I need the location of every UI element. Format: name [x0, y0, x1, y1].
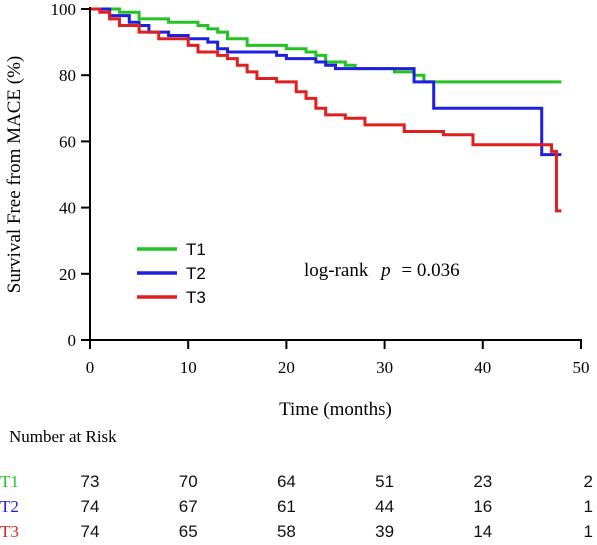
risk-table: T1 73 70 64 51 23 2 T2 74 67 61 44 16 1 T3 74 65 58 39 14 1 — [0, 472, 593, 541]
x-tick-label: 50 — [573, 358, 590, 377]
series-line-t1 — [90, 7, 562, 84]
x-tick-label: 20 — [278, 358, 295, 377]
risk-count: 44 — [375, 497, 394, 516]
risk-row-label-t3: T3 — [0, 522, 19, 541]
risk-table-title: Number at Risk — [9, 427, 117, 446]
series-line-t3 — [90, 7, 562, 213]
y-tick-label: 80 — [59, 66, 76, 85]
risk-count: 1 — [584, 497, 593, 516]
survival-curves — [90, 7, 562, 213]
x-tick-label: 0 — [86, 358, 95, 377]
risk-count: 74 — [81, 522, 100, 541]
risk-count: 67 — [179, 497, 198, 516]
y-tick-label: 0 — [68, 331, 77, 350]
annotation-value: = 0.036 — [401, 260, 459, 281]
risk-count: 58 — [277, 522, 296, 541]
annotation-p-symbol: p — [379, 260, 391, 281]
risk-count: 39 — [375, 522, 394, 541]
axes: 0 20 40 60 80 100 0 10 20 30 40 50 — [51, 0, 590, 377]
risk-count: 14 — [473, 522, 492, 541]
x-tick-label: 10 — [180, 358, 197, 377]
legend-label-t1: T1 — [186, 240, 206, 259]
risk-count: 70 — [179, 472, 198, 491]
risk-row-label-t2: T2 — [0, 497, 19, 516]
y-axis-label: Survival Free from MACE (%) — [4, 56, 25, 293]
annotation-prefix: log-rank — [304, 260, 369, 281]
risk-count: 74 — [81, 497, 100, 516]
x-tick-label: 40 — [474, 358, 491, 377]
risk-count: 23 — [473, 472, 492, 491]
log-rank-annotation: log-rank p = 0.036 — [304, 260, 460, 281]
x-tick-label: 30 — [376, 358, 393, 377]
legend: T1 T2 T3 — [137, 240, 206, 307]
risk-count: 1 — [584, 522, 593, 541]
risk-count: 64 — [277, 472, 296, 491]
risk-count: 16 — [473, 497, 492, 516]
legend-label-t2: T2 — [186, 264, 206, 283]
legend-label-t3: T3 — [186, 288, 206, 307]
risk-count: 65 — [179, 522, 198, 541]
risk-row-label-t1: T1 — [0, 472, 19, 491]
y-tick-label: 20 — [59, 265, 76, 284]
y-tick-label: 40 — [59, 199, 76, 218]
risk-count: 73 — [81, 472, 100, 491]
y-tick-label: 60 — [59, 132, 76, 151]
y-tick-label: 100 — [51, 0, 77, 19]
x-axis-label: Time (months) — [279, 399, 392, 420]
risk-count: 61 — [277, 497, 296, 516]
risk-count: 2 — [584, 472, 593, 491]
risk-count: 51 — [375, 472, 394, 491]
